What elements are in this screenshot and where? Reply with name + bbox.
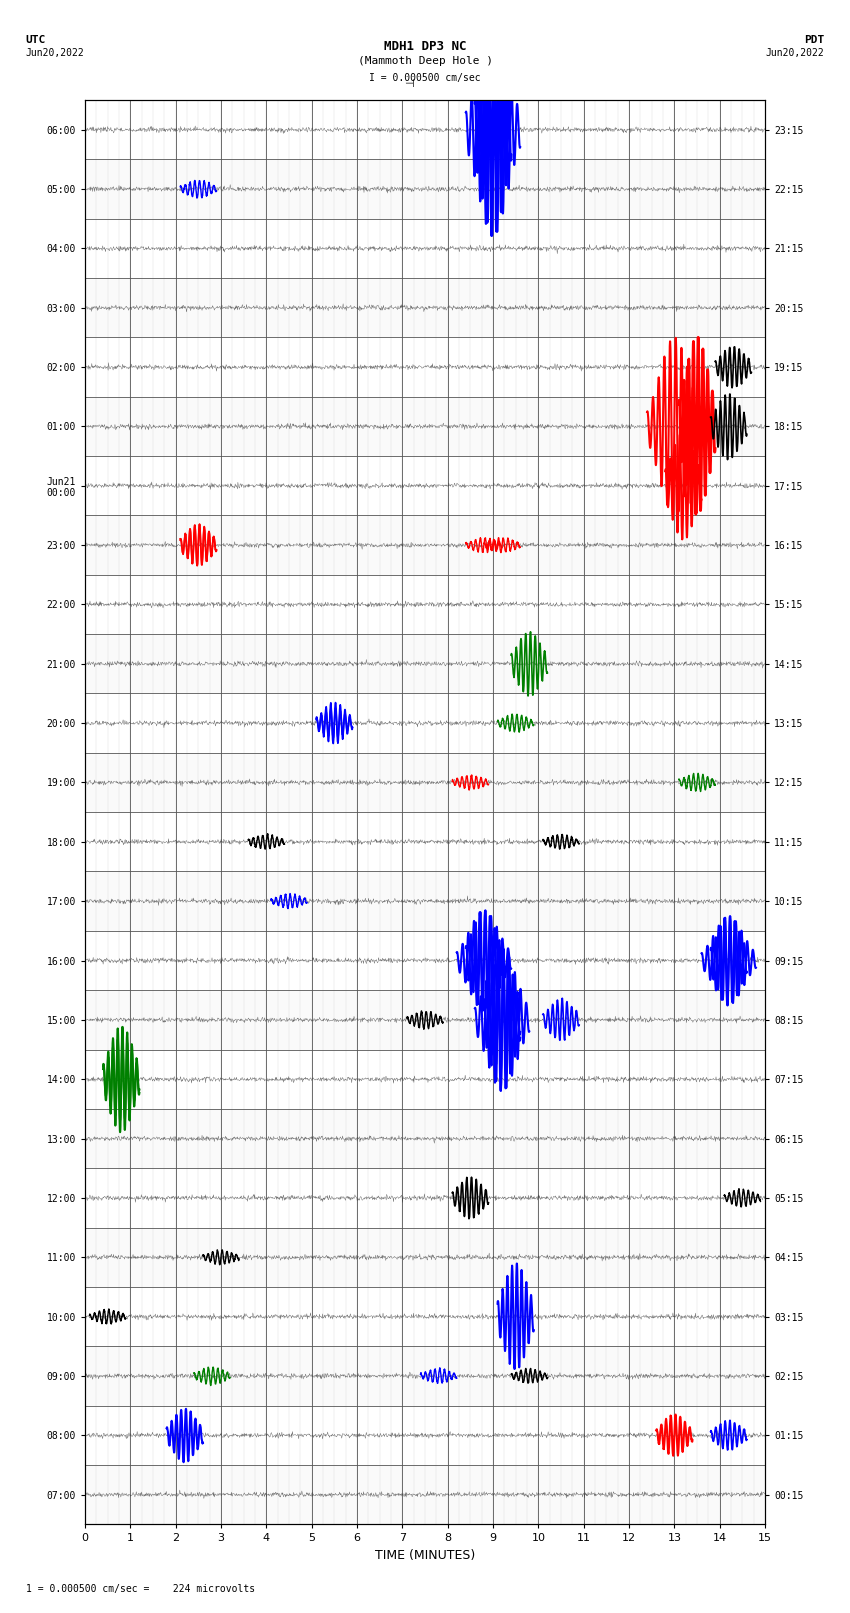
Bar — [85, 871, 765, 931]
Text: Jun20,2022: Jun20,2022 — [766, 48, 824, 58]
Text: I = 0.000500 cm/sec: I = 0.000500 cm/sec — [369, 73, 481, 82]
Bar — [85, 753, 765, 813]
Bar — [85, 516, 765, 574]
X-axis label: TIME (MINUTES): TIME (MINUTES) — [375, 1548, 475, 1561]
Bar — [85, 1227, 765, 1287]
Text: MDH1 DP3 NC: MDH1 DP3 NC — [383, 40, 467, 53]
Bar — [85, 397, 765, 456]
Bar — [85, 1465, 765, 1524]
Text: $\dashv$: $\dashv$ — [401, 77, 415, 89]
Text: 1 = 0.000500 cm/sec =    224 microvolts: 1 = 0.000500 cm/sec = 224 microvolts — [26, 1584, 255, 1594]
Text: PDT: PDT — [804, 35, 824, 45]
Text: UTC: UTC — [26, 35, 46, 45]
Text: Jun20,2022: Jun20,2022 — [26, 48, 84, 58]
Bar — [85, 277, 765, 337]
Bar — [85, 160, 765, 219]
Bar — [85, 634, 765, 694]
Bar — [85, 1347, 765, 1405]
Text: (Mammoth Deep Hole ): (Mammoth Deep Hole ) — [358, 56, 492, 66]
Bar — [85, 1108, 765, 1168]
Bar — [85, 990, 765, 1050]
